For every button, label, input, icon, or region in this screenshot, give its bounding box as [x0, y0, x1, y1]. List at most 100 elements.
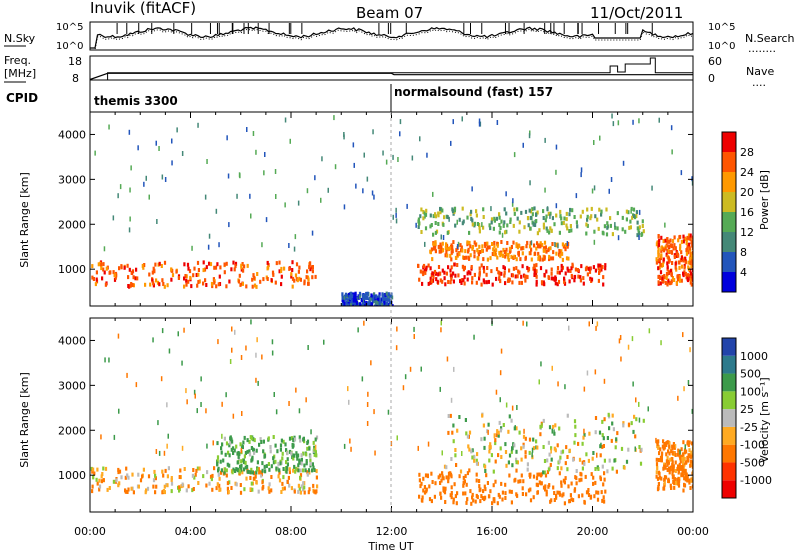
heatmap-cell [549, 462, 552, 467]
heatmap-cell [521, 251, 524, 256]
heatmap-cell [196, 466, 199, 471]
heatmap-cell [251, 470, 254, 475]
heatmap-cell [419, 214, 422, 219]
heatmap-cell [573, 278, 576, 283]
heatmap-cell [450, 474, 453, 479]
heatmap-cell [306, 472, 309, 477]
heatmap-cell [420, 230, 423, 234]
heatmap-cell [601, 433, 604, 438]
heatmap-cell [604, 266, 607, 271]
heatmap-cell [656, 476, 660, 481]
heatmap-cell [582, 435, 585, 440]
heatmap-cell [297, 483, 300, 488]
heatmap-cell [305, 452, 308, 457]
heatmap-cell [597, 266, 600, 271]
heatmap-cell [281, 456, 284, 461]
heatmap-cell [253, 471, 256, 476]
heatmap-cell [303, 463, 306, 468]
heatmap-cell [543, 240, 547, 245]
heatmap-cell [305, 275, 308, 280]
colorbar-tick-label: 12 [740, 226, 754, 239]
heatmap-cell [671, 261, 674, 265]
heatmap-cell [402, 385, 405, 391]
heatmap-cell [487, 429, 489, 435]
heatmap-cell [143, 263, 146, 267]
heatmap-cell [553, 277, 556, 282]
heatmap-cell [225, 473, 228, 478]
heatmap-cell [445, 242, 448, 247]
heatmap-cell [498, 223, 501, 227]
heatmap-cell [370, 360, 372, 366]
heatmap-cell [594, 416, 598, 420]
heatmap-cell [130, 486, 133, 491]
heatmap-cell [315, 453, 318, 458]
heatmap-cell [662, 239, 665, 244]
heatmap-cell [662, 466, 665, 471]
heatmap-cell [234, 264, 237, 269]
heatmap-cell [117, 467, 120, 472]
heatmap-cell [383, 300, 386, 305]
heatmap-cell [246, 127, 248, 132]
heatmap-cell [533, 263, 536, 268]
heatmap-cell [200, 376, 202, 382]
heatmap-cell [527, 268, 530, 273]
heatmap-cell [418, 494, 421, 499]
heatmap-cell [239, 490, 243, 495]
heatmap-cell [302, 451, 305, 456]
heatmap-cell [463, 281, 466, 286]
heatmap-cell [102, 267, 105, 272]
heatmap-cell [518, 430, 521, 435]
heatmap-cell [499, 370, 502, 376]
heatmap-cell [209, 474, 213, 479]
heatmap-cell [282, 439, 285, 444]
heatmap-cell [522, 442, 525, 447]
heatmap-cell [481, 244, 484, 249]
heatmap-cell [671, 471, 674, 476]
heatmap-cell [447, 479, 450, 484]
heatmap-cell [548, 254, 551, 259]
nsky-line [90, 26, 694, 49]
heatmap-cell [492, 483, 495, 488]
freq-line [89, 72, 693, 81]
heatmap-cell [586, 214, 589, 219]
heatmap-cell [555, 203, 558, 209]
heatmap-cell [538, 228, 541, 233]
noise-series [90, 23, 694, 51]
heatmap-cell [354, 293, 357, 298]
heatmap-cell [543, 459, 547, 463]
heatmap-cell [523, 428, 525, 434]
heatmap-cell [524, 450, 527, 455]
heatmap-cell [358, 295, 361, 300]
heatmap-cell [341, 292, 344, 297]
heatmap-cell [459, 279, 462, 284]
heatmap-cell [475, 280, 478, 285]
heatmap-cell [684, 256, 687, 261]
heatmap-cell [669, 281, 672, 286]
heatmap-cell [299, 277, 302, 282]
heatmap-cell [298, 408, 301, 414]
heatmap-cell [223, 270, 226, 275]
heatmap-cell [535, 282, 538, 287]
heatmap-cell [657, 458, 660, 462]
heatmap-cell [549, 213, 551, 219]
heatmap-cell [202, 281, 205, 286]
heatmap-cell [441, 474, 444, 479]
heatmap-cell [215, 284, 218, 289]
heatmap-cell [601, 419, 604, 424]
heatmap-cell [677, 448, 680, 453]
heatmap-cell [281, 486, 284, 491]
heatmap-cell [632, 207, 636, 212]
heatmap-cell [178, 475, 181, 479]
heatmap-cell [179, 468, 182, 473]
heatmap-cell [261, 242, 263, 248]
heatmap-cell [226, 486, 229, 491]
heatmap-cell [454, 453, 457, 458]
heatmap-cell [383, 295, 386, 300]
heatmap-cell [510, 254, 513, 259]
heatmap-cell [231, 470, 234, 475]
heatmap-cell [672, 474, 675, 479]
heatmap-cell [112, 479, 115, 484]
heatmap-cell [634, 446, 636, 452]
heatmap-cell [102, 478, 105, 483]
heatmap-cell [680, 256, 684, 261]
